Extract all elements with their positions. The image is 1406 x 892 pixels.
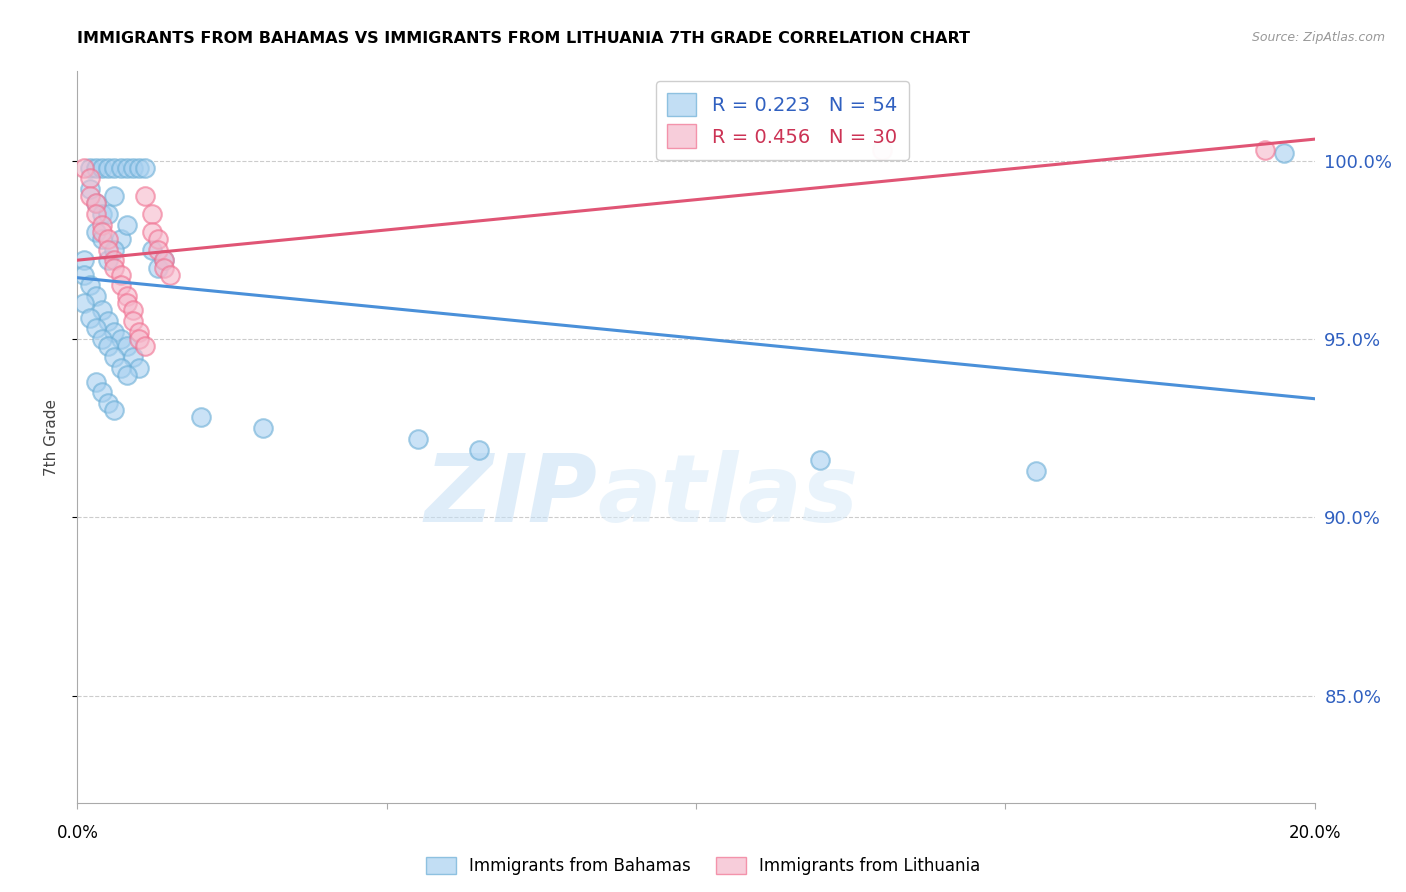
Point: [141, 243, 163, 257]
Point: [115, 339, 138, 353]
Point: [72, 268, 94, 282]
Point: [110, 360, 132, 375]
Point: [870, 143, 893, 157]
Point: [103, 161, 125, 175]
Point: [153, 253, 176, 268]
Point: [128, 325, 150, 339]
Point: [79, 171, 101, 186]
Point: [128, 360, 150, 375]
Point: [79, 310, 101, 325]
Text: IMMIGRANTS FROM BAHAMAS VS IMMIGRANTS FROM LITHUANIA 7TH GRADE CORRELATION CHART: IMMIGRANTS FROM BAHAMAS VS IMMIGRANTS FR…: [77, 31, 970, 46]
Point: [97, 232, 120, 246]
Text: ZIP: ZIP: [425, 450, 598, 541]
Point: [128, 161, 150, 175]
Text: atlas: atlas: [598, 450, 858, 541]
Point: [91, 232, 114, 246]
Point: [97, 243, 120, 257]
Point: [1025, 464, 1047, 478]
Point: [808, 453, 831, 467]
Point: [115, 161, 138, 175]
Point: [146, 232, 169, 246]
Point: [153, 260, 176, 275]
Point: [134, 339, 156, 353]
Point: [97, 339, 120, 353]
Point: [122, 350, 145, 364]
Point: [91, 218, 114, 232]
Point: [141, 225, 163, 239]
Point: [84, 196, 107, 211]
Point: [79, 189, 101, 203]
Point: [190, 410, 212, 425]
Point: [115, 368, 138, 382]
Point: [84, 225, 107, 239]
Point: [122, 161, 145, 175]
Point: [72, 161, 94, 175]
Point: [110, 232, 132, 246]
Point: [406, 432, 429, 446]
Point: [103, 403, 125, 417]
Point: [115, 296, 138, 310]
Point: [91, 161, 114, 175]
Point: [134, 189, 156, 203]
Point: [110, 161, 132, 175]
Legend: Immigrants from Bahamas, Immigrants from Lithuania: Immigrants from Bahamas, Immigrants from…: [419, 850, 987, 882]
Point: [84, 289, 107, 303]
Point: [84, 375, 107, 389]
Point: [110, 268, 132, 282]
Point: [122, 303, 145, 318]
Point: [146, 243, 169, 257]
Point: [79, 182, 101, 196]
Point: [159, 268, 181, 282]
Point: [103, 253, 125, 268]
Point: [103, 243, 125, 257]
Point: [84, 321, 107, 335]
Point: [97, 161, 120, 175]
Point: [103, 189, 125, 203]
Point: [1272, 146, 1295, 161]
Point: [103, 325, 125, 339]
Point: [97, 396, 120, 410]
Point: [91, 225, 114, 239]
Point: [110, 278, 132, 293]
Point: [103, 350, 125, 364]
Point: [79, 161, 101, 175]
Point: [153, 253, 176, 268]
Point: [141, 207, 163, 221]
Point: [252, 421, 274, 435]
Text: Source: ZipAtlas.com: Source: ZipAtlas.com: [1251, 31, 1385, 45]
Point: [122, 314, 145, 328]
Point: [72, 253, 94, 268]
Point: [146, 260, 169, 275]
Point: [103, 260, 125, 275]
Point: [115, 218, 138, 232]
Text: 0.0%: 0.0%: [56, 824, 98, 842]
Point: [1254, 143, 1277, 157]
Point: [84, 161, 107, 175]
Point: [134, 161, 156, 175]
Point: [79, 278, 101, 293]
Point: [468, 442, 491, 457]
Point: [91, 207, 114, 221]
Point: [84, 207, 107, 221]
Point: [128, 332, 150, 346]
Point: [115, 289, 138, 303]
Point: [110, 332, 132, 346]
Point: [91, 385, 114, 400]
Text: 20.0%: 20.0%: [1288, 824, 1341, 842]
Point: [97, 207, 120, 221]
Point: [72, 296, 94, 310]
Point: [91, 332, 114, 346]
Point: [97, 314, 120, 328]
Legend: R = 0.223   N = 54, R = 0.456   N = 30: R = 0.223 N = 54, R = 0.456 N = 30: [655, 81, 908, 160]
Point: [91, 303, 114, 318]
Point: [84, 196, 107, 211]
Y-axis label: 7th Grade: 7th Grade: [44, 399, 59, 475]
Point: [97, 253, 120, 268]
